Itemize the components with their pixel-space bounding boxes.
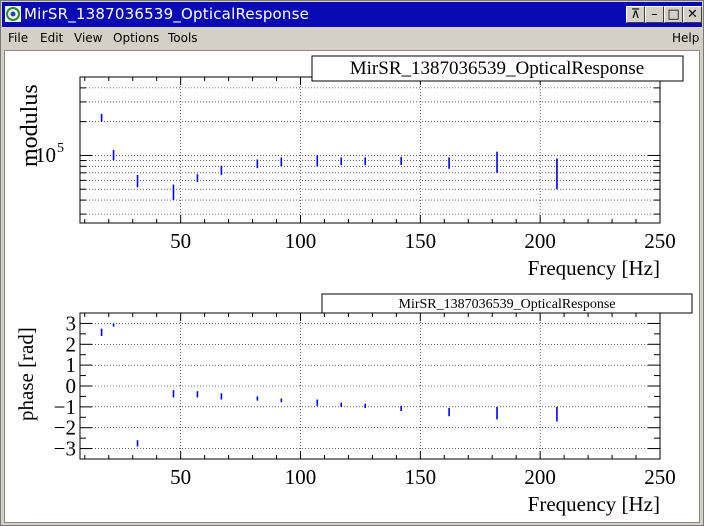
menu-options[interactable]: Options <box>113 31 160 45</box>
modulus-y-tick-label: 10 5 <box>35 141 64 167</box>
menu-edit[interactable]: Edit <box>40 31 64 45</box>
menu-view[interactable]: View <box>74 31 103 45</box>
phase-grid <box>80 313 660 459</box>
title-bar[interactable]: MirSR_1387036539_OpticalResponse ⊼ – □ ✕ <box>2 2 702 27</box>
x-tick-label: 100 <box>285 465 317 489</box>
phase-data-marks <box>100 323 558 447</box>
menu-file[interactable]: File <box>8 31 29 45</box>
svg-text:5: 5 <box>57 141 64 156</box>
modulus-x-tick-labels: 50 100 150 200 250 <box>170 229 676 253</box>
modulus-grid <box>80 77 660 223</box>
phase-x-axis-label: Frequency [Hz] <box>528 492 660 516</box>
x-tick-label: 50 <box>170 229 191 253</box>
plot-svg[interactable]: 10 5 modulus 50 100 150 200 250 Frequency [H… <box>5 51 699 522</box>
menu-bar: File Edit View Options Tools Help <box>2 27 702 49</box>
x-tick-label: 250 <box>644 465 676 489</box>
maximize-button[interactable]: □ <box>664 6 683 23</box>
modulus-data-marks <box>100 113 558 201</box>
x-tick-label: 150 <box>405 229 437 253</box>
y-tick-label: −3 <box>54 437 76 461</box>
shade-button[interactable]: ⊼ <box>626 6 645 23</box>
y-tick-label: 3 <box>66 311 77 335</box>
svg-text:10: 10 <box>35 143 56 167</box>
close-button[interactable]: ✕ <box>683 6 702 23</box>
modulus-pad[interactable]: 10 5 modulus 50 100 150 200 250 Frequency [H… <box>17 55 684 280</box>
phase-title-box[interactable] <box>321 293 693 314</box>
y-tick-label: 0 <box>66 374 77 398</box>
x-tick-label: 250 <box>644 229 676 253</box>
phase-x-ticks <box>84 313 661 459</box>
y-tick-label: −2 <box>54 416 76 440</box>
y-tick-label: 2 <box>66 332 77 356</box>
modulus-title-box[interactable] <box>311 55 684 82</box>
modulus-plot-title: MirSR_1387036539_OpticalResponse <box>350 58 645 79</box>
minimize-button[interactable]: – <box>645 6 664 23</box>
window-title: MirSR_1387036539_OpticalResponse <box>24 5 310 23</box>
modulus-frame <box>79 76 661 224</box>
x-tick-label: 200 <box>524 229 556 253</box>
y-tick-label: 1 <box>66 353 77 377</box>
plot-canvas[interactable]: 10 5 modulus 50 100 150 200 250 Frequency [H… <box>4 50 700 523</box>
modulus-y-axis-label: modulus <box>17 84 43 167</box>
menu-tools[interactable]: Tools <box>168 31 198 45</box>
phase-x-tick-labels: 50 100 150 200 250 <box>170 465 676 489</box>
root-app-icon <box>5 6 21 22</box>
phase-plot-title: MirSR_1387036539_OpticalResponse <box>399 297 616 312</box>
x-tick-label: 200 <box>524 465 556 489</box>
x-tick-label: 150 <box>405 465 437 489</box>
y-tick-label: −1 <box>54 395 76 419</box>
x-tick-label: 100 <box>285 229 317 253</box>
menu-help[interactable]: Help <box>672 31 700 45</box>
modulus-x-axis-label: Frequency [Hz] <box>528 256 660 280</box>
x-tick-label: 50 <box>170 465 191 489</box>
phase-y-axis-label: phase [rad] <box>14 327 38 421</box>
